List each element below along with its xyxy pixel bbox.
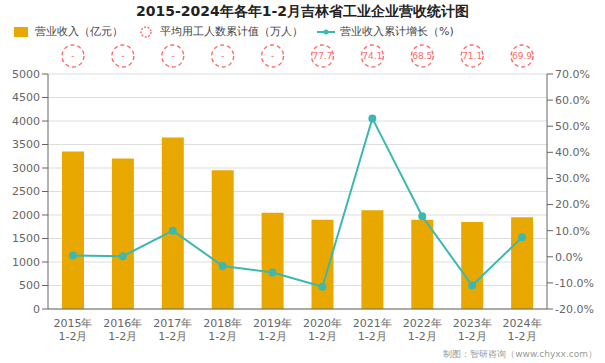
svg-text:68.5: 68.5 <box>412 51 432 61</box>
svg-text:0.0%: 0.0% <box>555 251 583 264</box>
svg-text:70.0%: 70.0% <box>555 68 590 81</box>
svg-text:3500: 3500 <box>12 138 40 151</box>
svg-text:1500: 1500 <box>12 232 40 245</box>
svg-text:5000: 5000 <box>12 68 40 81</box>
svg-text:1000: 1000 <box>12 256 40 269</box>
svg-text:-: - <box>221 51 224 61</box>
svg-text:2021年1-2月: 2021年1-2月 <box>353 317 392 343</box>
svg-text:20.0%: 20.0% <box>555 198 590 211</box>
html-text:2015-2024年各年1-2月吉林省工业企业营收统计图: 2015-2024年各年1-2月吉林省工业企业营收统计图 <box>136 3 469 19</box>
svg-text:4000: 4000 <box>12 115 40 128</box>
svg-text:3000: 3000 <box>12 162 40 175</box>
svg-text:2023年1-2月: 2023年1-2月 <box>453 317 492 343</box>
svg-text:69.9: 69.9 <box>512 51 532 61</box>
svg-text:2022年1-2月: 2022年1-2月 <box>403 317 442 343</box>
svg-text:2018年1-2月: 2018年1-2月 <box>203 317 242 343</box>
svg-text:30.0%: 30.0% <box>555 172 590 185</box>
html-text:平均用工人数累计值（万人）: 平均用工人数累计值（万人） <box>160 25 303 38</box>
svg-text:60.0%: 60.0% <box>555 94 590 107</box>
svg-text:-: - <box>71 51 74 61</box>
svg-text:500: 500 <box>19 279 40 292</box>
svg-text:50.0%: 50.0% <box>555 120 590 133</box>
svg-text:-20.0%: -20.0% <box>555 303 594 316</box>
svg-text:4500: 4500 <box>12 91 40 104</box>
svg-text:-: - <box>171 51 174 61</box>
svg-text:2015年1-2月: 2015年1-2月 <box>53 317 92 343</box>
svg-text:2024年1-2月: 2024年1-2月 <box>503 317 542 343</box>
svg-text:-: - <box>121 51 124 61</box>
svg-text:77.7: 77.7 <box>312 51 332 61</box>
svg-text:2016年1-2月: 2016年1-2月 <box>103 317 142 343</box>
svg-text:2019年1-2月: 2019年1-2月 <box>253 317 292 343</box>
svg-text:0: 0 <box>33 303 40 316</box>
svg-text:2017年1-2月: 2017年1-2月 <box>153 317 192 343</box>
svg-text:2500: 2500 <box>12 185 40 198</box>
svg-text:-: - <box>271 51 274 61</box>
svg-text:2020年1-2月: 2020年1-2月 <box>303 317 342 343</box>
svg-text:40.0%: 40.0% <box>555 146 590 159</box>
svg-text:10.0%: 10.0% <box>555 225 590 238</box>
svg-text:71.1: 71.1 <box>462 51 482 61</box>
html-text:营业收入累计增长（%): 营业收入累计增长（%) <box>340 25 454 38</box>
svg-text:74.1: 74.1 <box>362 51 382 61</box>
svg-text:2000: 2000 <box>12 209 40 222</box>
svg-text:-10.0%: -10.0% <box>555 277 594 290</box>
html-text:制图：智研咨询（www.chyxx.com）: 制图：智研咨询（www.chyxx.com） <box>443 349 597 359</box>
html-text:营业收入（亿元）: 营业收入（亿元） <box>35 25 123 38</box>
